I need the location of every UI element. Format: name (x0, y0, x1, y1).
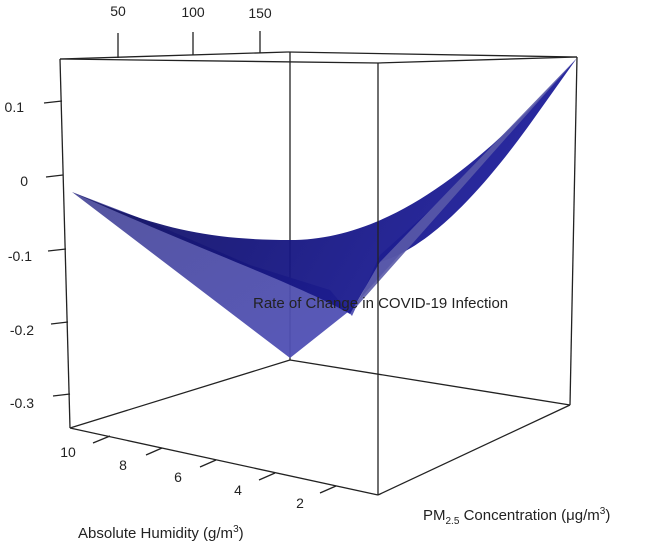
x-tick-6: 6 (174, 469, 182, 485)
x-tick-4: 4 (234, 482, 242, 498)
x-axis-ticks: 10 8 6 4 2 (60, 435, 337, 511)
y-axis-title: PM2.5 Concentration (μg/m3) (423, 506, 610, 527)
z-tick-neg0.2: -0.2 (10, 322, 34, 338)
z-tick-neg0.1: -0.1 (8, 248, 32, 264)
box-front (59, 56, 578, 496)
y-tick-150: 150 (248, 5, 272, 21)
z-tick-0: 0 (20, 173, 28, 189)
box-back (59, 51, 578, 429)
y-tick-100: 100 (181, 4, 205, 20)
z-tick-neg0.3: -0.3 (10, 395, 34, 411)
x-tick-2: 2 (296, 495, 304, 511)
z-tick-0.1: 0.1 (5, 99, 25, 115)
y-axis-ticks: 50 100 150 (110, 3, 272, 58)
x-tick-10: 10 (60, 444, 76, 460)
y-tick-50: 50 (110, 3, 126, 19)
z-axis-ticks: 0.1 0 -0.1 -0.2 -0.3 (5, 99, 71, 411)
z-axis-title: Rate of Change in COVID-19 Infection (253, 295, 508, 312)
x-axis-title: Absolute Humidity (g/m3) (78, 524, 244, 542)
x-tick-8: 8 (119, 457, 127, 473)
surface (72, 58, 577, 358)
